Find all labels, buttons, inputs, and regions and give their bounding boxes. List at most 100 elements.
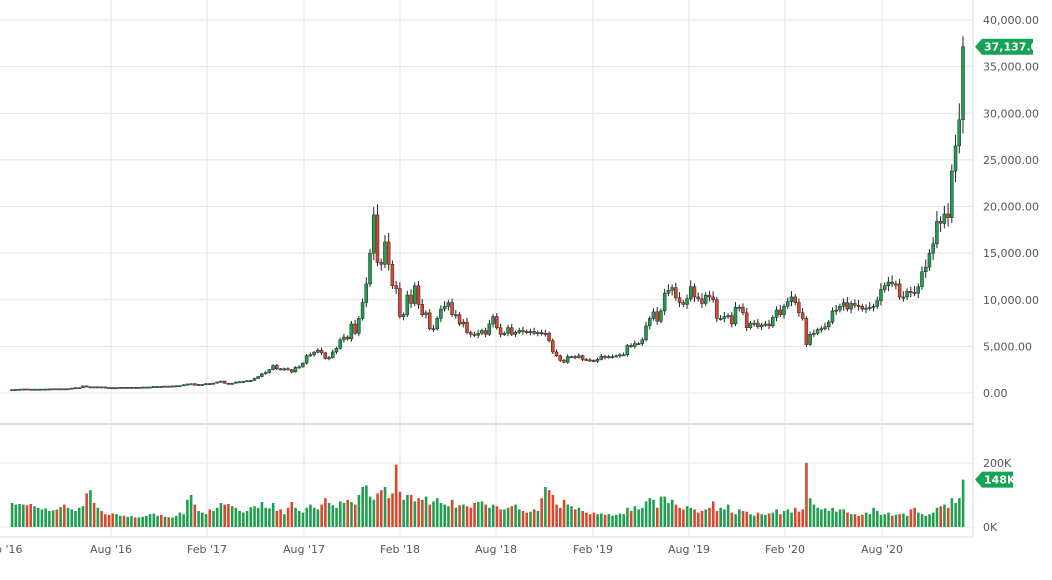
volume-bar xyxy=(428,504,432,527)
candle-body xyxy=(532,331,536,334)
volume-bar xyxy=(432,501,435,527)
volume-bar xyxy=(63,504,66,527)
candle-body xyxy=(357,318,361,334)
volume-bar xyxy=(771,512,775,527)
volume-bar xyxy=(573,509,577,527)
candle-body xyxy=(96,386,100,389)
candle-body xyxy=(726,315,730,318)
candle-body xyxy=(129,387,134,389)
price-tick-label: 25,000.00 xyxy=(983,154,1039,167)
volume-bar xyxy=(36,507,40,527)
volume-bar xyxy=(70,509,74,527)
candle-body xyxy=(416,285,421,305)
candle-body xyxy=(871,306,876,308)
candle-body xyxy=(133,387,137,389)
volume-bar xyxy=(652,499,655,527)
volume-bar xyxy=(219,503,223,527)
volume-bar xyxy=(741,511,745,527)
volume-bar xyxy=(421,499,424,527)
time-tick-label: Aug '18 xyxy=(475,543,517,556)
volume-bar xyxy=(279,509,282,527)
volume-bar xyxy=(435,498,439,527)
volume-bar xyxy=(887,512,890,527)
volume-bar xyxy=(823,508,827,527)
volume-bar xyxy=(506,507,510,527)
candle-body xyxy=(681,302,686,305)
candle-body xyxy=(595,359,600,362)
volume-bar xyxy=(529,511,532,527)
volume-bar xyxy=(350,502,353,527)
volume-bar xyxy=(868,514,872,527)
candle-body xyxy=(909,291,913,293)
volume-bar xyxy=(96,507,100,527)
price-tick-label: 40,000.00 xyxy=(983,14,1039,27)
volume-bar xyxy=(905,515,909,527)
volume-bar xyxy=(808,498,812,527)
volume-bar xyxy=(409,495,413,527)
volume-bar xyxy=(398,491,402,527)
volume-bar xyxy=(711,501,715,527)
candle-body xyxy=(513,332,518,335)
candle-body xyxy=(882,285,887,290)
volume-bar xyxy=(585,512,588,527)
candle-body xyxy=(330,351,335,358)
volume-bar xyxy=(917,512,920,527)
candle-body xyxy=(256,376,260,379)
volume-bar xyxy=(946,507,950,527)
candle-body xyxy=(125,387,130,389)
volume-bar xyxy=(212,511,215,527)
candle-body xyxy=(517,330,521,333)
candle-body xyxy=(200,384,204,386)
candle-body xyxy=(301,362,305,368)
candle-body xyxy=(241,381,245,383)
volume-bar xyxy=(462,504,465,527)
volume-bar xyxy=(793,507,797,527)
volume-bar xyxy=(779,514,782,527)
volume-bar xyxy=(641,507,644,527)
candle-body xyxy=(826,321,831,328)
volume-bar xyxy=(271,503,275,527)
volume-bar xyxy=(25,505,29,527)
candle-body xyxy=(856,305,861,307)
candle-body xyxy=(424,312,428,315)
candle-body xyxy=(185,383,190,386)
candle-body xyxy=(662,292,667,312)
volume-bar xyxy=(801,509,805,527)
volume-bar xyxy=(618,513,622,527)
volume-bar xyxy=(764,514,767,527)
volume-bar xyxy=(380,490,383,527)
price-tick-label: 15,000.00 xyxy=(983,247,1039,260)
volume-bar xyxy=(853,514,857,527)
candle-body xyxy=(174,385,178,388)
volume-bar xyxy=(439,503,443,527)
volume-bar xyxy=(510,506,514,527)
candle-body xyxy=(345,336,350,340)
volume-bar xyxy=(465,506,469,527)
candle-body xyxy=(286,368,290,371)
volume-bar xyxy=(368,496,372,527)
candle-body xyxy=(282,368,286,371)
volume-bar xyxy=(335,507,338,527)
candle-body xyxy=(759,324,764,328)
candle-body xyxy=(170,385,175,388)
candle-body xyxy=(207,383,212,386)
candle-body xyxy=(875,300,879,307)
volume-bar xyxy=(297,511,301,527)
time-tick-label: Aug '20 xyxy=(861,543,903,556)
volume-bar xyxy=(126,516,130,527)
volume-bar xyxy=(752,515,756,527)
candle-body xyxy=(40,388,44,391)
volume-bar xyxy=(883,514,887,527)
candle-body xyxy=(815,329,820,334)
volume-bar xyxy=(327,503,331,527)
volume-bar xyxy=(338,501,342,527)
candle-body xyxy=(66,388,70,391)
volume-bar xyxy=(331,505,335,527)
volume-bar xyxy=(122,515,126,527)
volume-bar xyxy=(387,498,391,527)
volume-bar xyxy=(670,499,674,527)
volume-bar xyxy=(559,507,562,527)
candle-body xyxy=(10,389,14,391)
volume-bar xyxy=(312,507,316,527)
